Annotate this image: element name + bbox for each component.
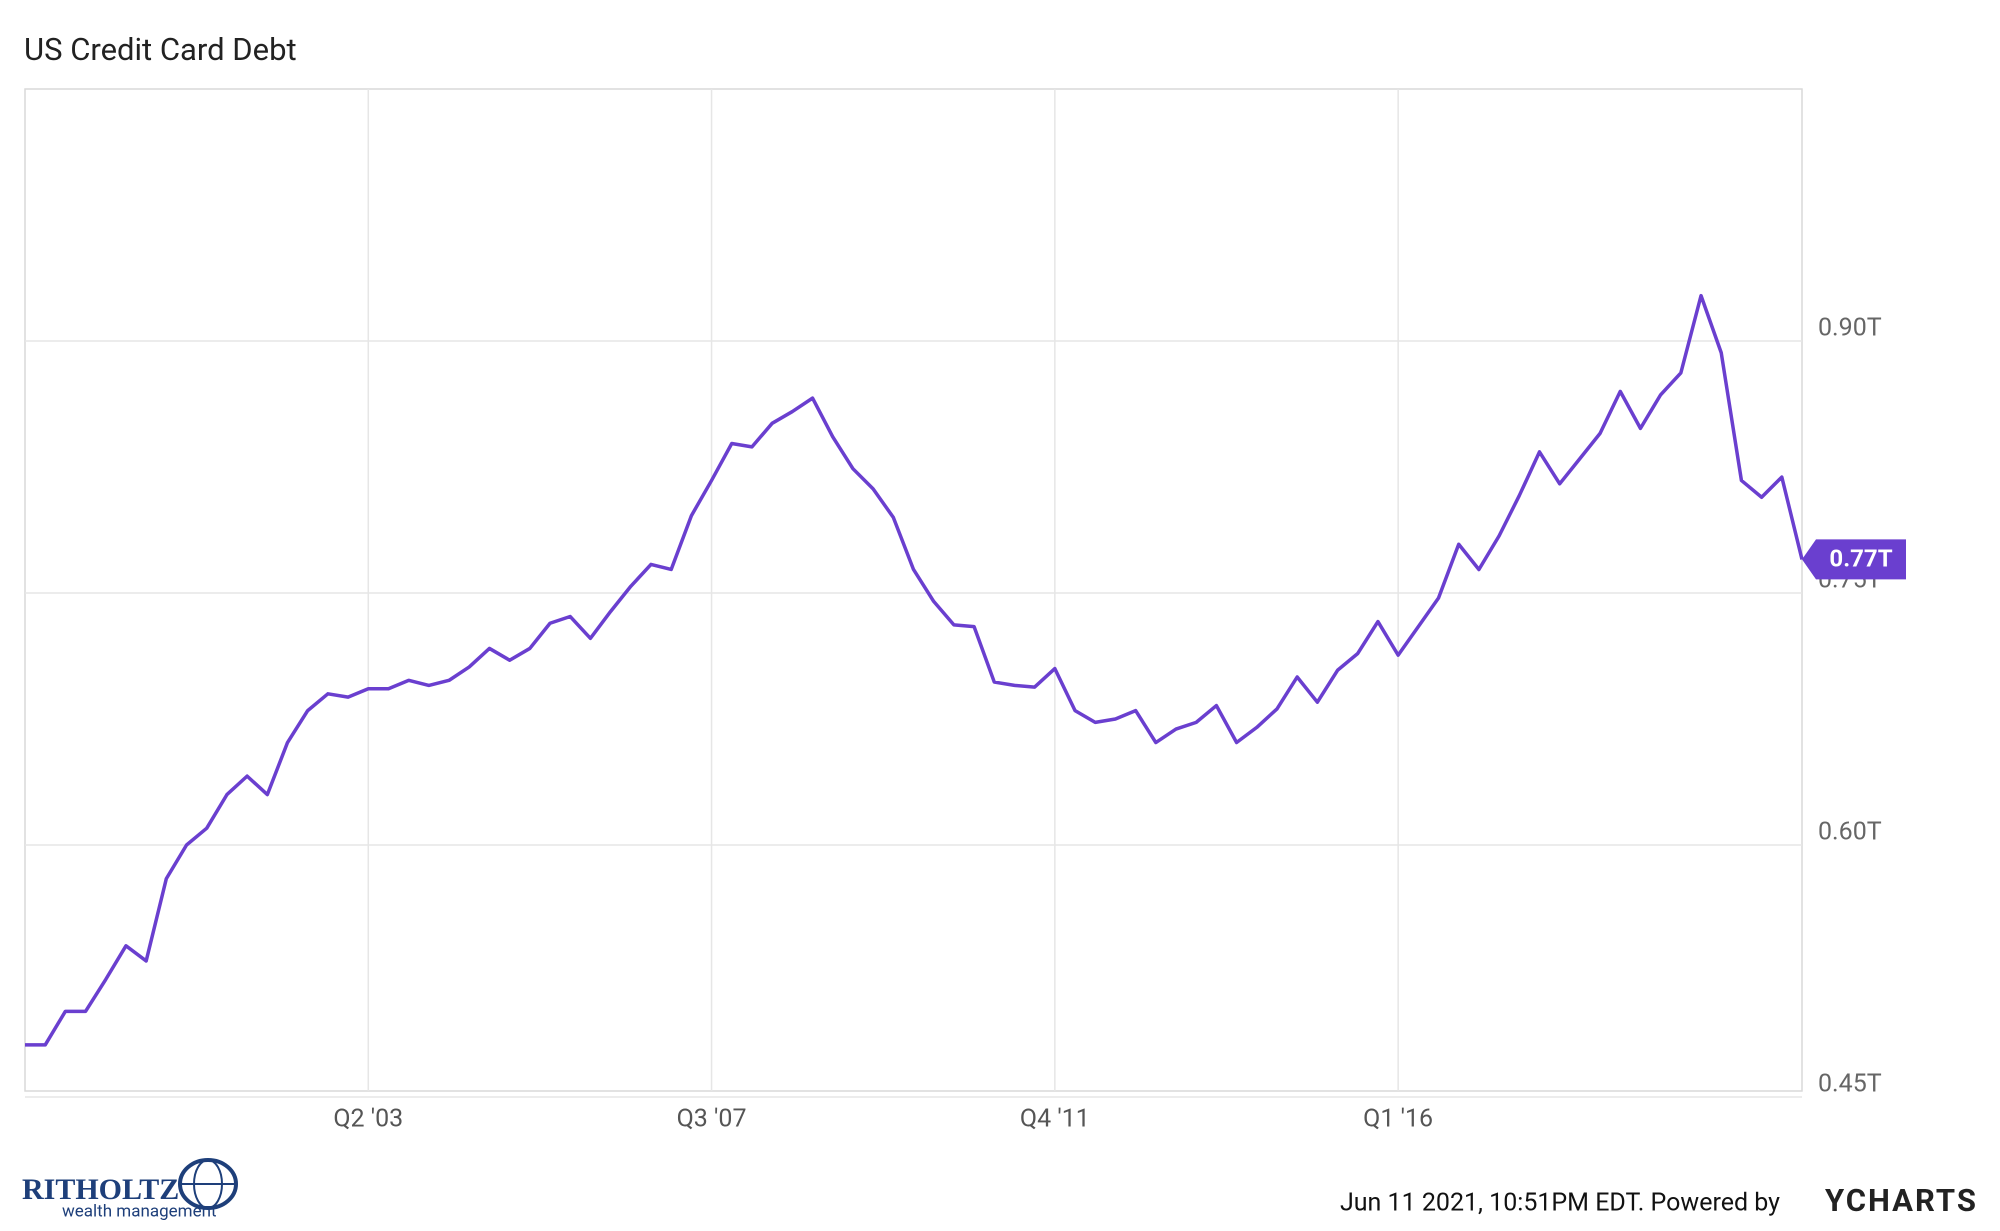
- x-tick-label: Q2 '03: [333, 1105, 403, 1134]
- y-tick-label: 0.45T: [1818, 1070, 1882, 1099]
- logo-sub: wealth management: [62, 1201, 217, 1221]
- last-value-tag: [1802, 539, 1906, 580]
- line-series: [25, 293, 1804, 1047]
- y-tick-label: 0.90T: [1818, 314, 1882, 343]
- plot-frame: [24, 88, 1803, 1092]
- footer-brand: YCHARTS: [1825, 1182, 1978, 1219]
- x-tick-label: Q3 '07: [677, 1105, 747, 1134]
- y-tick-label: 0.60T: [1818, 818, 1882, 847]
- x-tick-label: Q1 '16: [1363, 1105, 1433, 1134]
- footer-timestamp: Jun 11 2021, 10:51PM EDT. Powered by: [1340, 1189, 1780, 1218]
- chart-title: US Credit Card Debt: [24, 31, 297, 68]
- plot: 0.77T: [25, 293, 1906, 1047]
- logo-name: RITHOLTZ: [22, 1173, 179, 1206]
- last-value-label: 0.77T: [1829, 545, 1892, 573]
- x-tick-label: Q4 '11: [1020, 1105, 1090, 1134]
- logo: RITHOLTZ wealth management: [22, 1158, 238, 1221]
